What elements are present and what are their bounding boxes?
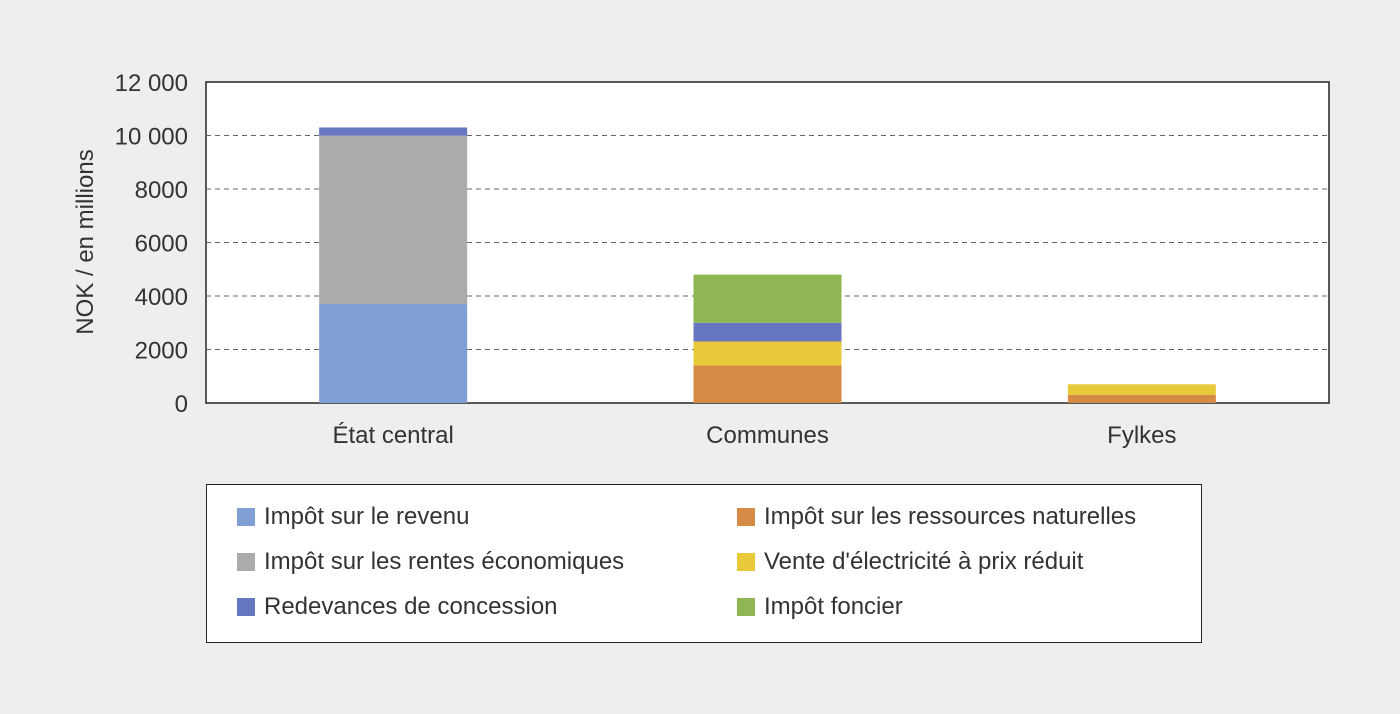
y-tick-label: 8000 — [135, 177, 188, 204]
legend-swatch — [737, 598, 755, 616]
legend-item: Impôt sur les ressources naturelles — [737, 503, 1136, 531]
x-tick-label: Communes — [706, 422, 829, 449]
legend-item: Impôt foncier — [737, 593, 903, 621]
bar-segment — [693, 365, 842, 403]
stacked-bar-chart: 0 2000 4000 6000 8000 10 000 12 000 État centr… — [72, 70, 1330, 449]
legend: Impôt sur le revenu Impôt sur les ressour… — [206, 484, 1202, 643]
y-tick-label: 6000 — [135, 231, 188, 258]
legend-swatch — [237, 598, 255, 616]
legend-label: Impôt sur les ressources naturelles — [764, 503, 1137, 530]
y-axis-ticks: 0 2000 4000 6000 8000 10 000 12 000 — [115, 70, 188, 418]
bar-segment — [319, 304, 468, 403]
legend-item: Vente d'électricité à prix réduit — [737, 548, 1083, 576]
legend-swatch — [737, 508, 755, 526]
bar-segment — [319, 127, 468, 136]
legend-label: Vente d'électricité à prix réduit — [764, 548, 1084, 575]
x-tick-label: Fylkes — [1107, 422, 1176, 449]
bar-segment — [693, 322, 842, 342]
legend-item: Impôt sur le revenu — [237, 503, 469, 531]
y-tick-label: 2000 — [135, 338, 188, 365]
bars — [319, 127, 1216, 403]
legend-label: Redevances de concession — [264, 593, 558, 620]
legend-item: Redevances de concession — [237, 593, 558, 621]
legend-swatch — [237, 508, 255, 526]
bar-segment — [319, 135, 468, 305]
legend-label: Impôt foncier — [764, 593, 903, 620]
legend-swatch — [237, 553, 255, 571]
y-tick-label: 0 — [175, 391, 188, 418]
legend-label: Impôt sur le revenu — [264, 503, 470, 530]
legend-swatch — [737, 553, 755, 571]
y-tick-label: 12 000 — [115, 70, 188, 97]
x-axis-ticks: État central Communes Fylkes — [332, 422, 1176, 449]
x-tick-label: État central — [332, 422, 453, 449]
legend-label: Impôt sur les rentes économiques — [264, 548, 625, 575]
y-tick-label: 10 000 — [115, 124, 188, 151]
bar-segment — [693, 341, 842, 366]
y-axis-label: NOK / en millions — [72, 149, 99, 334]
legend-item: Impôt sur les rentes économiques — [237, 548, 624, 576]
bar-segment — [1067, 384, 1216, 395]
bar-segment — [693, 274, 842, 323]
y-tick-label: 4000 — [135, 284, 188, 311]
bar-segment — [1067, 394, 1216, 403]
